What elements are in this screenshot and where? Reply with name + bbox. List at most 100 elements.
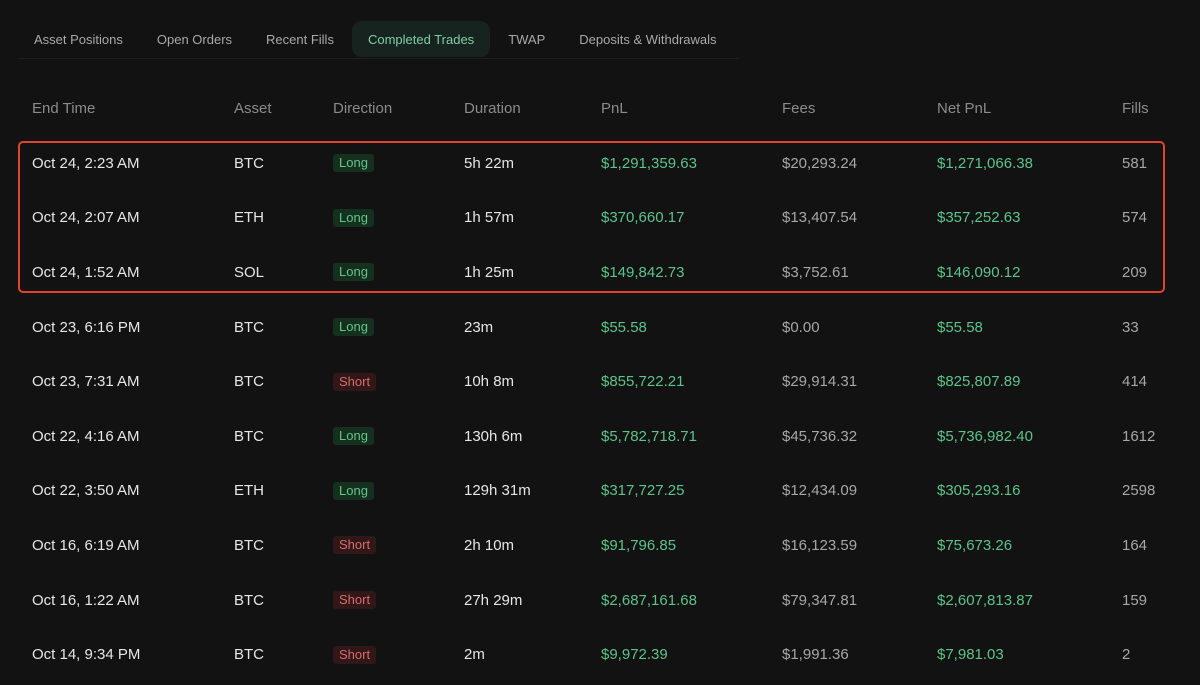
pnl-cell: $91,796.85 — [601, 536, 677, 554]
direction-badge: Short — [333, 536, 377, 555]
direction-cell: Long — [333, 464, 464, 519]
direction-badge: Long — [333, 427, 374, 446]
end-time-cell: Oct 23, 7:31 AM — [32, 373, 140, 391]
end-time-cell: Oct 22, 3:50 AM — [32, 482, 140, 500]
direction-badge: Long — [333, 481, 374, 500]
fees-cell: $0.00 — [782, 318, 820, 336]
tab-deposits-withdrawals[interactable]: Deposits & Withdrawals — [579, 31, 717, 47]
duration-cell: 5h 22m — [464, 154, 515, 172]
pnl-cell: $149,842.73 — [601, 263, 685, 281]
direction-badge: Long — [333, 318, 374, 337]
net-pnl-cell: $357,252.63 — [937, 209, 1021, 227]
direction-badge: Long — [333, 154, 374, 173]
end-time-cell: Oct 16, 6:19 AM — [32, 536, 140, 554]
fees-cell: $3,752.61 — [782, 263, 849, 281]
table-row: Oct 23, 7:31 AM BTC Short 10h 8m $855,72… — [0, 354, 1200, 409]
fills-cell: 33 — [1122, 318, 1139, 336]
net-pnl-cell: $305,293.16 — [937, 482, 1021, 500]
fees-cell: $13,407.54 — [782, 209, 858, 227]
net-pnl-cell: $2,607,813.87 — [937, 591, 1033, 609]
end-time-cell: Oct 24, 2:07 AM — [32, 209, 140, 227]
pnl-cell: $2,687,161.68 — [601, 591, 697, 609]
net-pnl-cell: $5,736,982.40 — [937, 427, 1033, 445]
column-header-fees[interactable]: Fees — [782, 99, 816, 117]
completed-trades-table: End Time Asset Direction Duration PnL Fe… — [0, 80, 1200, 682]
tab-recent-fills[interactable]: Recent Fills — [266, 31, 334, 47]
net-pnl-cell: $825,807.89 — [937, 373, 1021, 391]
tab-open-orders[interactable]: Open Orders — [156, 31, 233, 47]
asset-cell[interactable]: BTC — [234, 373, 264, 391]
duration-cell: 129h 31m — [464, 482, 531, 500]
direction-cell: Long — [333, 245, 464, 300]
table-row: Oct 24, 1:52 AM SOL Long 1h 25m $149,842… — [0, 245, 1200, 300]
table-row: Oct 22, 4:16 AM BTC Long 130h 6m $5,782,… — [0, 409, 1200, 464]
column-header-duration[interactable]: Duration — [464, 99, 521, 117]
table-row: Oct 14, 9:34 PM BTC Short 2m $9,972.39 $… — [0, 627, 1200, 682]
end-time-cell: Oct 23, 6:16 PM — [32, 318, 141, 336]
end-time-cell: Oct 24, 2:23 AM — [32, 154, 140, 172]
column-header-fills[interactable]: Fills — [1122, 99, 1149, 117]
asset-cell[interactable]: BTC — [234, 536, 264, 554]
fees-cell: $79,347.81 — [782, 591, 858, 609]
asset-cell[interactable]: BTC — [234, 154, 264, 172]
duration-cell: 10h 8m — [464, 373, 515, 391]
asset-cell[interactable]: ETH — [234, 482, 264, 500]
table-row: Oct 16, 1:22 AM BTC Short 27h 29m $2,687… — [0, 573, 1200, 628]
tab-asset-positions[interactable]: Asset Positions — [34, 31, 123, 47]
tab-twap[interactable]: TWAP — [508, 31, 546, 47]
asset-cell[interactable]: ETH — [234, 209, 264, 227]
column-header-direction[interactable]: Direction — [333, 99, 393, 117]
column-header-pnl[interactable]: PnL — [601, 99, 628, 117]
duration-cell: 2m — [464, 646, 485, 664]
fills-cell: 164 — [1122, 536, 1148, 554]
asset-cell[interactable]: BTC — [234, 427, 264, 445]
fees-cell: $1,991.36 — [782, 646, 849, 664]
fees-cell: $16,123.59 — [782, 536, 858, 554]
direction-badge: Short — [333, 591, 377, 610]
asset-cell[interactable]: BTC — [234, 646, 264, 664]
net-pnl-cell: $7,981.03 — [937, 646, 1004, 664]
asset-cell[interactable]: SOL — [234, 263, 265, 281]
direction-cell: Long — [333, 409, 464, 464]
direction-cell: Long — [333, 300, 464, 355]
fills-cell: 414 — [1122, 373, 1148, 391]
end-time-cell: Oct 14, 9:34 PM — [32, 646, 141, 664]
direction-badge: Short — [333, 645, 377, 664]
duration-cell: 1h 25m — [464, 263, 515, 281]
fills-cell: 2 — [1122, 646, 1131, 664]
pnl-cell: $55.58 — [601, 318, 647, 336]
table-row: Oct 24, 2:23 AM BTC Long 5h 22m $1,291,3… — [0, 136, 1200, 191]
fees-cell: $29,914.31 — [782, 373, 858, 391]
direction-badge: Long — [333, 208, 374, 227]
table-row: Oct 16, 6:19 AM BTC Short 2h 10m $91,796… — [0, 518, 1200, 573]
direction-cell: Long — [333, 191, 464, 246]
fills-cell: 209 — [1122, 263, 1148, 281]
table-row: Oct 24, 2:07 AM ETH Long 1h 57m $370,660… — [0, 191, 1200, 246]
net-pnl-cell: $55.58 — [937, 318, 983, 336]
tab-completed-trades[interactable]: Completed Trades — [351, 21, 491, 57]
asset-cell[interactable]: BTC — [234, 591, 264, 609]
table-header-row: End Time Asset Direction Duration PnL Fe… — [0, 80, 1200, 136]
fees-cell: $45,736.32 — [782, 427, 858, 445]
direction-cell: Short — [333, 518, 464, 573]
duration-cell: 27h 29m — [464, 591, 523, 609]
direction-cell: Long — [333, 136, 464, 191]
pnl-cell: $370,660.17 — [601, 209, 685, 227]
fills-cell: 1612 — [1122, 427, 1156, 445]
fees-cell: $20,293.24 — [782, 154, 858, 172]
fills-cell: 159 — [1122, 591, 1148, 609]
asset-cell[interactable]: BTC — [234, 318, 264, 336]
pnl-cell: $9,972.39 — [601, 646, 668, 664]
column-header-net-pnl[interactable]: Net PnL — [937, 99, 992, 117]
direction-cell: Short — [333, 573, 464, 628]
fills-cell: 2598 — [1122, 482, 1156, 500]
net-pnl-cell: $146,090.12 — [937, 263, 1021, 281]
direction-cell: Short — [333, 627, 464, 682]
pnl-cell: $317,727.25 — [601, 482, 685, 500]
end-time-cell: Oct 22, 4:16 AM — [32, 427, 140, 445]
column-header-asset[interactable]: Asset — [234, 99, 272, 117]
fees-cell: $12,434.09 — [782, 482, 858, 500]
column-header-end-time[interactable]: End Time — [32, 99, 96, 117]
table-row: Oct 23, 6:16 PM BTC Long 23m $55.58 $0.0… — [0, 300, 1200, 355]
